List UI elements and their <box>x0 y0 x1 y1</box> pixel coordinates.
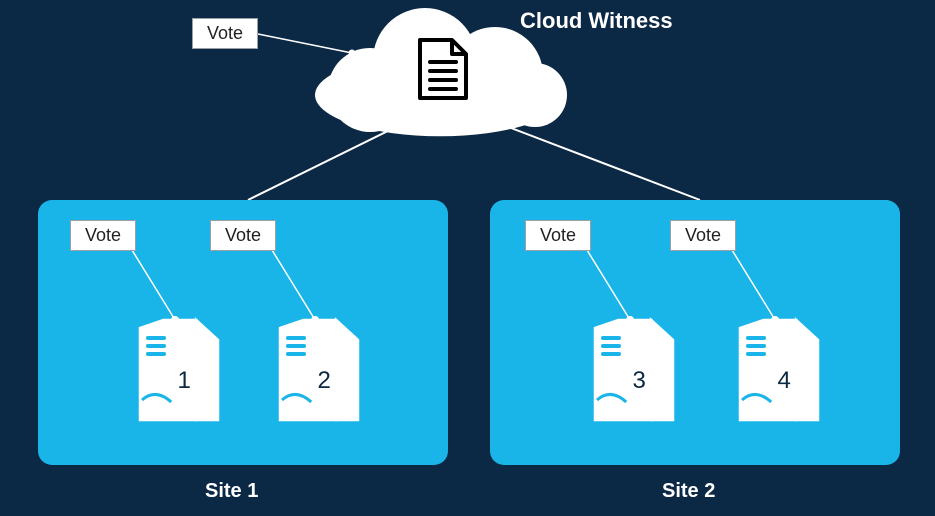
diagram-canvas: 1 Vote 2 Vote Site 1 3 Vote 4 Vote Site 2 Vote Clou… <box>0 0 935 516</box>
vote-label: Vote <box>670 220 736 251</box>
connector <box>248 125 400 200</box>
server-number: 3 <box>632 367 645 395</box>
server-number: 4 <box>777 367 790 395</box>
vote-label: Vote <box>525 220 591 251</box>
site-label: Site 2 <box>662 480 715 503</box>
diagram-title: Cloud Witness <box>520 8 673 34</box>
server-number: 2 <box>317 367 330 395</box>
site-label: Site 1 <box>205 480 258 503</box>
vote-label: Vote <box>70 220 136 251</box>
vote-label: Vote <box>210 220 276 251</box>
document-icon <box>420 40 466 98</box>
vote-label: Vote <box>192 18 258 49</box>
server-number: 1 <box>177 367 190 395</box>
connector <box>490 120 700 200</box>
